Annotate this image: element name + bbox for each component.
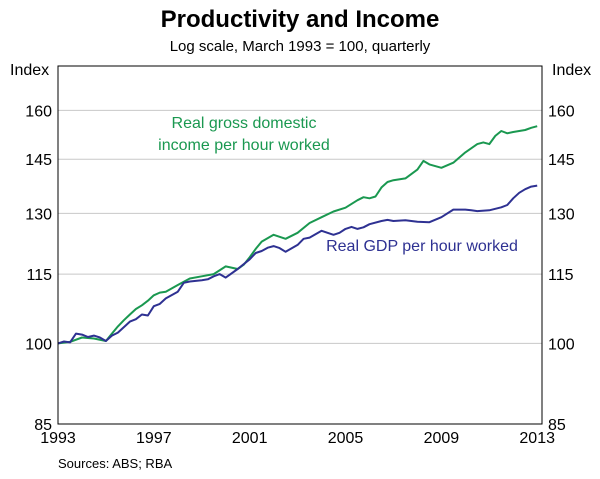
x-tick-2001: 2001 xyxy=(232,430,268,447)
chart-title: Productivity and Income xyxy=(161,6,440,33)
y-axis-unit-left: Index xyxy=(10,62,49,79)
series-line-gdi xyxy=(57,125,538,345)
chart-subtitle: Log scale, March 1993 = 100, quarterly xyxy=(170,38,431,55)
y-tick-left-115: 115 xyxy=(26,267,52,284)
y-tick-left-130: 130 xyxy=(25,206,52,223)
plot-frame xyxy=(57,65,543,425)
series-label-gdi-line-2: income per hour worked xyxy=(158,137,330,154)
series-label-gdi-line-1: Real gross domestic xyxy=(172,115,317,132)
y-tick-right-85: 85 xyxy=(548,417,566,434)
x-tick-2009: 2009 xyxy=(424,430,460,447)
y-axis-unit-right: Index xyxy=(552,62,591,79)
y-tick-right-145: 145 xyxy=(548,152,575,169)
series-line-gdp xyxy=(57,184,538,345)
y-tick-left-85: 85 xyxy=(34,417,52,434)
y-tick-left-160: 160 xyxy=(25,103,52,120)
y-tick-right-130: 130 xyxy=(548,206,575,223)
source-note: Sources: ABS; RBA xyxy=(58,456,172,471)
x-tick-1993: 1993 xyxy=(40,430,76,447)
gridlines xyxy=(58,109,542,344)
y-tick-right-115: 115 xyxy=(548,267,574,284)
series-lines xyxy=(57,125,538,345)
y-tick-left-145: 145 xyxy=(25,152,52,169)
y-tick-right-160: 160 xyxy=(548,103,575,120)
y-tick-right-100: 100 xyxy=(548,336,575,353)
x-tick-2013: 2013 xyxy=(519,430,555,447)
x-tick-2005: 2005 xyxy=(328,430,364,447)
axis-ticks: 85 85 100 100 115 115 130 130 145 145 160 160 1993 19… xyxy=(25,103,575,447)
x-tick-1997: 1997 xyxy=(136,430,172,447)
series-labels: Real gross domestic income per hour worke… xyxy=(158,115,518,255)
series-label-gdp-line-1: Real GDP per hour worked xyxy=(326,238,518,255)
y-tick-left-100: 100 xyxy=(25,336,52,353)
